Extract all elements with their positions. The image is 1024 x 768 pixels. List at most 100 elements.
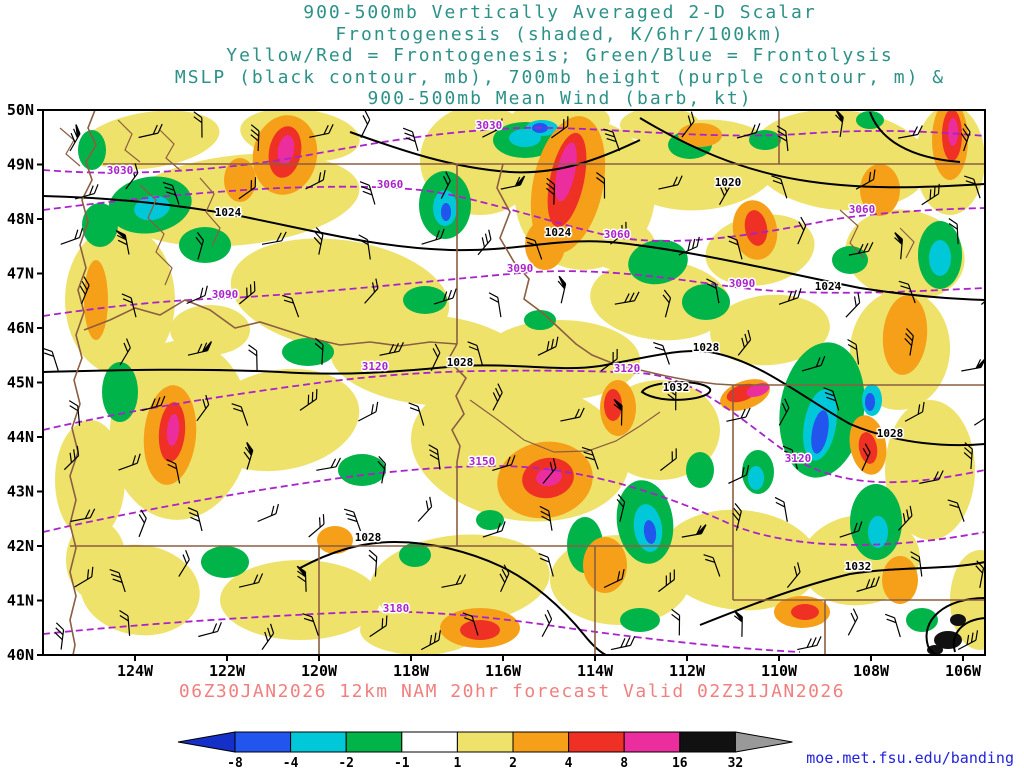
mslp-contour [952, 617, 985, 653]
mslp-contour-label: 1020 [715, 176, 742, 189]
wind-barb [596, 172, 606, 199]
wind-barb [551, 116, 569, 139]
height-contour [43, 126, 985, 174]
height-contour-label: 3030 [476, 119, 503, 132]
wind-barb [541, 609, 553, 637]
wind-barb [316, 457, 342, 471]
height-contour [43, 465, 985, 546]
mslp-contour-label: 1032 [663, 381, 690, 394]
credit-link[interactable]: moe.met.fsu.edu/banding [806, 749, 1014, 767]
shading-blob [102, 362, 138, 422]
height-contour-label: 3060 [377, 178, 404, 191]
wind-barb [884, 613, 901, 638]
wind-barb [538, 552, 554, 577]
wind-barb [728, 465, 750, 484]
river [469, 399, 661, 453]
wind-barb [238, 177, 257, 200]
lon-label: 122W [209, 662, 246, 680]
wind-barb [250, 124, 260, 152]
height-contour-label: 3120 [614, 362, 641, 375]
wind-barb [681, 111, 695, 138]
wind-barb [377, 455, 387, 484]
wind-barb [782, 445, 798, 470]
river [159, 129, 181, 171]
lat-label: 44N [7, 428, 34, 446]
height-contour-label: 3120 [785, 452, 812, 465]
wind-barb [855, 169, 876, 190]
wind-barb [964, 175, 981, 199]
shading-blob [620, 608, 660, 632]
wind-barb [771, 175, 788, 199]
shading-blob [832, 246, 868, 274]
lon-label: 106W [945, 662, 982, 680]
shading-blob [403, 286, 447, 314]
wind-barb [440, 171, 451, 199]
colorbar-tick-label: 4 [565, 756, 573, 768]
mslp-contour [43, 350, 985, 447]
wind-barb [737, 329, 752, 356]
wind-barb [125, 163, 139, 190]
wind-barb [282, 294, 300, 318]
wind-barb [778, 398, 790, 426]
lat-label: 47N [7, 265, 34, 283]
mslp-contour [349, 131, 641, 174]
wind-barb [482, 521, 506, 538]
height-contour-label: 3060 [604, 228, 631, 241]
colorbar-segment [290, 731, 347, 753]
wind-barb [835, 110, 844, 137]
wind-barb [786, 562, 801, 588]
shading-blob [282, 338, 334, 366]
wind-barb [368, 549, 378, 577]
river [59, 127, 81, 167]
lon-label: 120W [301, 662, 338, 680]
wind-barb [861, 443, 871, 471]
wind-barb [69, 123, 81, 152]
wind-barb [613, 398, 623, 426]
wind-barb [313, 227, 324, 255]
lon-label: 108W [853, 662, 890, 680]
wind-barb [823, 387, 840, 411]
height-contour-label: 3150 [469, 455, 496, 468]
wind-barb [309, 123, 334, 138]
wind-barb [119, 338, 131, 366]
wind-barb [910, 551, 923, 577]
colorbar-segment [234, 731, 292, 753]
shading-blob [882, 295, 928, 375]
mslp-contour [639, 117, 985, 189]
wind-barb [778, 288, 802, 305]
colorbar-arrow-left [177, 731, 236, 753]
wind-barb [921, 183, 940, 206]
height-contour-label: 3090 [507, 262, 534, 275]
wind-barb [963, 442, 973, 470]
wind-barb [847, 608, 859, 636]
shading-blob [643, 520, 657, 544]
wind-barb [537, 336, 559, 356]
wind-barb [428, 444, 441, 470]
wind-barb [420, 630, 441, 651]
wind-barb [243, 442, 254, 470]
wind-barb [776, 125, 789, 152]
wind-barb [897, 505, 913, 531]
mslp-contour-label: 1024 [545, 226, 572, 239]
wind-barb [948, 218, 959, 245]
wind-barb [839, 521, 863, 538]
shading-blob [660, 509, 820, 611]
lat-label: 41N [7, 592, 34, 610]
height-contour [43, 369, 985, 484]
colorbar-segment [512, 731, 570, 753]
wind-barb [774, 496, 788, 522]
wind-barb [178, 550, 190, 577]
wind-barb [359, 181, 376, 205]
wind-barb [261, 623, 275, 650]
wind-barb [703, 554, 721, 577]
lat-label: 43N [7, 483, 34, 501]
plot-title-line-2: Frontogenesis (shaded, K/6hr/100km) [335, 24, 784, 45]
shading-blob [682, 284, 730, 320]
height-contour [43, 270, 985, 317]
colorbar-segment [401, 731, 458, 753]
lat-label: 50N [7, 101, 34, 119]
wind-barb [74, 184, 99, 200]
shading-blob [748, 466, 764, 490]
plot-title-line-1: 900-500mb Vertically Averaged 2-D Scalar [303, 2, 816, 23]
mslp-contour [699, 561, 985, 626]
